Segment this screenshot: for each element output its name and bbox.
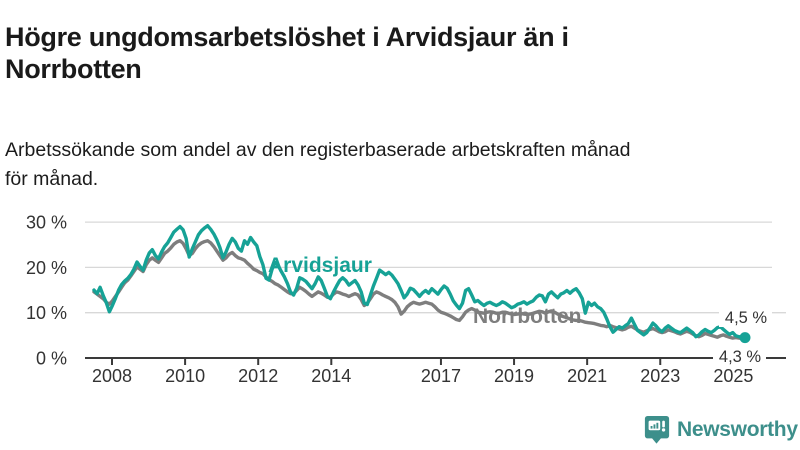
- chart-subtitle-line2: för månad.: [5, 167, 99, 190]
- y-tick-label: 0 %: [36, 349, 67, 369]
- logo-exclamation-stem: [662, 420, 665, 428]
- newsworthy-logo-icon: [644, 416, 670, 444]
- newsworthy-logo-text: Newsworthy: [677, 418, 798, 441]
- x-tick-label: 2014: [311, 366, 351, 386]
- series-line-norrbotten: [92, 238, 747, 341]
- y-tick-label: 10 %: [26, 303, 67, 323]
- series-label-norrbotten: Norrbotten: [473, 305, 582, 328]
- series-end-dot-arvidsjaur: [739, 332, 751, 344]
- page-title-line2: Norrbotten: [5, 53, 142, 84]
- y-tick-label: 20 %: [26, 258, 67, 278]
- x-tick-label: 2023: [640, 366, 680, 386]
- x-tick-label: 2025: [713, 366, 753, 386]
- chart-subtitle-line1: Arbetssökande som andel av den registerb…: [5, 138, 631, 161]
- logo-exclamation-dot: [661, 428, 666, 432]
- newsworthy-logo: Newsworthy: [644, 415, 798, 445]
- series-label-arvidsjaur: Arvidsjaur: [268, 254, 372, 277]
- end-value-label-norrbotten: 4,3 %: [719, 348, 762, 366]
- x-tick-label: 2017: [421, 366, 461, 386]
- end-value-label-arvidsjaur: 4,5 %: [725, 309, 768, 327]
- page-title: Högre ungdomsarbetslöshet i Arvidsjaur ä…: [5, 22, 785, 86]
- x-tick-label: 2008: [92, 366, 132, 386]
- series-line-arvidsjaur: [92, 223, 747, 340]
- x-tick-label: 2019: [494, 366, 534, 386]
- x-tick-label: 2021: [567, 366, 607, 386]
- end-value-label-bg: [719, 306, 772, 327]
- chart-subtitle: Arbetssökande som andel av den registerb…: [5, 136, 795, 195]
- x-tick-label: 2010: [165, 366, 205, 386]
- page-title-line1: Högre ungdomsarbetslöshet i Arvidsjaur ä…: [5, 22, 569, 53]
- y-tick-label: 30 %: [26, 213, 67, 233]
- end-value-label-bg: [713, 347, 766, 366]
- x-tick-label: 2012: [238, 366, 278, 386]
